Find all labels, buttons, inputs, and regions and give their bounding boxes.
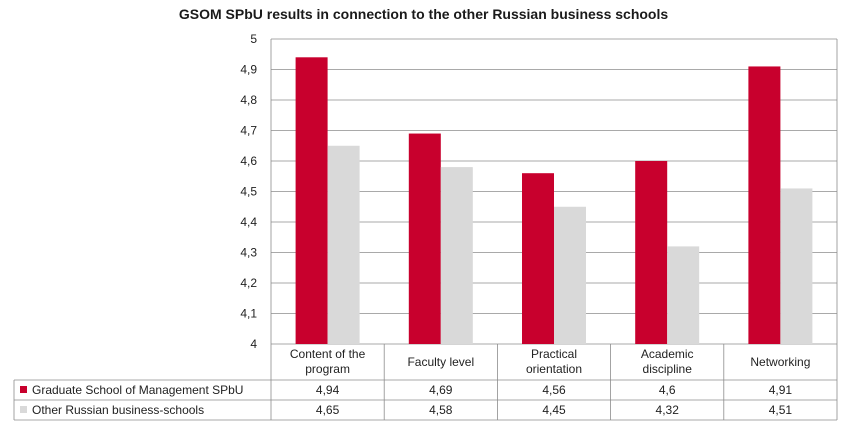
y-tick-label: 4,1	[240, 307, 257, 321]
data-label: 4,45	[542, 403, 566, 417]
bar	[440, 167, 473, 344]
data-label: 4,58	[429, 403, 453, 417]
data-label: 4,56	[542, 383, 566, 397]
bar	[667, 246, 700, 344]
data-label: 4,94	[316, 383, 340, 397]
bar	[327, 145, 360, 344]
y-tick-label: 4,7	[240, 124, 257, 138]
x-category-label: Networking	[750, 355, 810, 369]
y-tick-label: 4,2	[240, 276, 257, 290]
bar	[554, 206, 586, 344]
x-category-label: orientation	[526, 362, 582, 376]
bar	[635, 161, 668, 344]
x-category-label: program	[305, 362, 350, 376]
legend-entry: Graduate School of Management SPbU	[32, 383, 243, 397]
bar	[522, 173, 554, 344]
bar	[408, 133, 441, 344]
x-category-label: discipline	[643, 362, 693, 376]
x-category-label: Practical	[531, 347, 577, 361]
x-category-label: Faculty level	[407, 355, 474, 369]
x-category-label: Content of the	[290, 347, 366, 361]
bar	[748, 66, 781, 344]
data-label: 4,6	[659, 383, 676, 397]
legend-entry: Other Russian business-schools	[32, 403, 204, 417]
legend-swatch	[20, 386, 27, 393]
y-tick-label: 4,4	[240, 215, 257, 229]
y-tick-label: 4,5	[240, 185, 257, 199]
y-tick-label: 4,6	[240, 154, 257, 168]
bar	[295, 57, 328, 345]
legend-swatch	[20, 406, 27, 413]
y-tick-label: 5	[250, 32, 257, 46]
data-label: 4,65	[316, 403, 340, 417]
data-label: 4,32	[656, 403, 680, 417]
data-label: 4,69	[429, 383, 453, 397]
y-tick-label: 4,3	[240, 246, 257, 260]
data-label: 4,91	[769, 383, 793, 397]
y-tick-label: 4,8	[240, 93, 257, 107]
data-label: 4,51	[769, 403, 793, 417]
chart-title: GSOM SPbU results in connection to the o…	[178, 6, 669, 22]
bar	[780, 188, 813, 344]
y-tick-label: 4,9	[240, 63, 257, 77]
y-tick-label: 4	[250, 337, 257, 351]
x-category-label: Academic	[641, 347, 694, 361]
